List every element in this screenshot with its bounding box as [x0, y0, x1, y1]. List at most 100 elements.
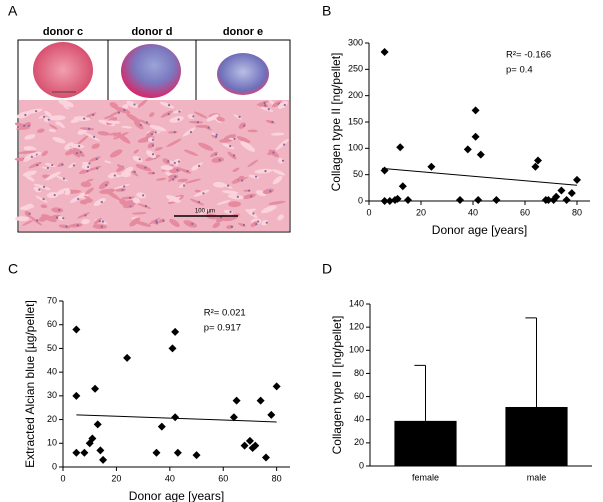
annotation: p= 0.4	[506, 65, 533, 76]
tissue-texture	[131, 212, 147, 215]
tissue-texture	[136, 203, 152, 209]
tissue-texture	[133, 149, 139, 154]
tissue-texture	[58, 224, 71, 229]
tissue-texture	[78, 145, 81, 148]
tissue-texture	[121, 125, 133, 129]
point	[573, 175, 581, 184]
tissue-texture	[232, 154, 236, 157]
tissue-texture	[93, 217, 102, 225]
tissue-texture	[154, 147, 163, 151]
tissue-texture	[52, 136, 66, 144]
tissue-texture	[28, 212, 31, 215]
point	[471, 106, 480, 115]
tissue-texture	[35, 110, 38, 113]
point	[99, 455, 108, 464]
tissue-texture	[243, 124, 246, 127]
tissue-texture	[268, 200, 286, 205]
tissue-texture	[55, 216, 59, 219]
point	[463, 145, 472, 154]
tissue-texture	[270, 132, 285, 136]
y-axis-label: Extracted Alcian blue [µg/pellet]	[23, 300, 37, 468]
scale-bar-label: 100 µm	[195, 209, 215, 215]
tissue-texture	[42, 198, 45, 201]
annotation: R²= -0.166	[506, 50, 551, 61]
y-tick-label: 20	[354, 437, 364, 447]
tissue-texture	[277, 157, 285, 164]
tissue-texture	[158, 218, 165, 224]
point	[245, 436, 254, 445]
tissue-texture	[172, 178, 175, 181]
tissue-texture	[88, 162, 91, 165]
tissue-texture	[176, 169, 179, 172]
tissue-texture	[211, 157, 225, 163]
tissue-texture	[187, 113, 196, 119]
tissue-texture	[159, 101, 175, 109]
tissue-texture	[160, 165, 174, 171]
point	[562, 195, 571, 204]
tissue-texture	[43, 115, 46, 118]
tissue-texture	[230, 225, 233, 229]
tissue-texture	[201, 124, 212, 131]
tissue-texture	[81, 164, 91, 170]
tissue-texture	[92, 224, 108, 230]
tissue-texture	[129, 217, 141, 227]
tissue-texture	[72, 147, 85, 157]
y-tick-label: 100	[348, 143, 363, 153]
point	[380, 47, 389, 56]
tissue-texture	[53, 193, 56, 197]
tissue-texture	[132, 155, 143, 163]
tissue-texture	[227, 194, 244, 200]
tissue-texture	[202, 192, 205, 195]
y-tick-label: 140	[349, 298, 364, 308]
tissue-texture	[271, 120, 274, 123]
tissue-texture	[15, 216, 29, 222]
tissue-texture	[69, 143, 85, 149]
panel-label: D	[322, 261, 332, 277]
tissue-texture	[236, 195, 239, 198]
point	[80, 448, 89, 457]
point	[427, 162, 436, 171]
x-tick-label: 40	[165, 473, 175, 483]
tissue-texture	[64, 142, 74, 150]
point	[256, 396, 265, 405]
tissue-texture	[139, 123, 142, 127]
tissue-texture	[272, 169, 286, 176]
point	[123, 353, 132, 362]
tissue-texture	[197, 164, 201, 167]
tissue-texture	[145, 121, 148, 124]
tissue-texture	[114, 106, 131, 114]
tissue-texture	[238, 115, 241, 118]
point	[552, 192, 561, 201]
tissue-texture	[248, 174, 260, 179]
tissue-texture	[107, 172, 118, 179]
tissue-texture	[40, 204, 48, 209]
tissue-texture	[152, 171, 155, 175]
pellet-image	[33, 42, 93, 98]
y-tick-label: 120	[349, 322, 364, 332]
tissue-texture	[79, 200, 88, 205]
y-tick-label: 10	[47, 438, 57, 448]
tissue-texture	[86, 169, 89, 173]
tissue-texture	[182, 127, 196, 137]
tissue-texture	[179, 168, 192, 174]
tissue-texture	[155, 220, 158, 223]
tissue-texture	[98, 220, 101, 223]
point	[272, 382, 281, 391]
point	[72, 391, 81, 400]
tissue-texture	[215, 133, 218, 136]
point	[261, 453, 270, 462]
tissue-texture	[215, 135, 218, 138]
tissue-texture	[189, 198, 205, 206]
image-title: donor e	[223, 26, 263, 38]
tissue-texture	[48, 124, 58, 130]
point	[232, 396, 241, 405]
tissue-texture	[123, 185, 126, 188]
tissue-texture	[44, 110, 53, 118]
tissue-texture	[257, 220, 260, 223]
tissue-texture	[62, 177, 66, 180]
point	[93, 420, 102, 429]
tissue-texture	[216, 116, 225, 122]
tissue-texture	[198, 142, 214, 151]
tissue-texture	[87, 165, 90, 169]
